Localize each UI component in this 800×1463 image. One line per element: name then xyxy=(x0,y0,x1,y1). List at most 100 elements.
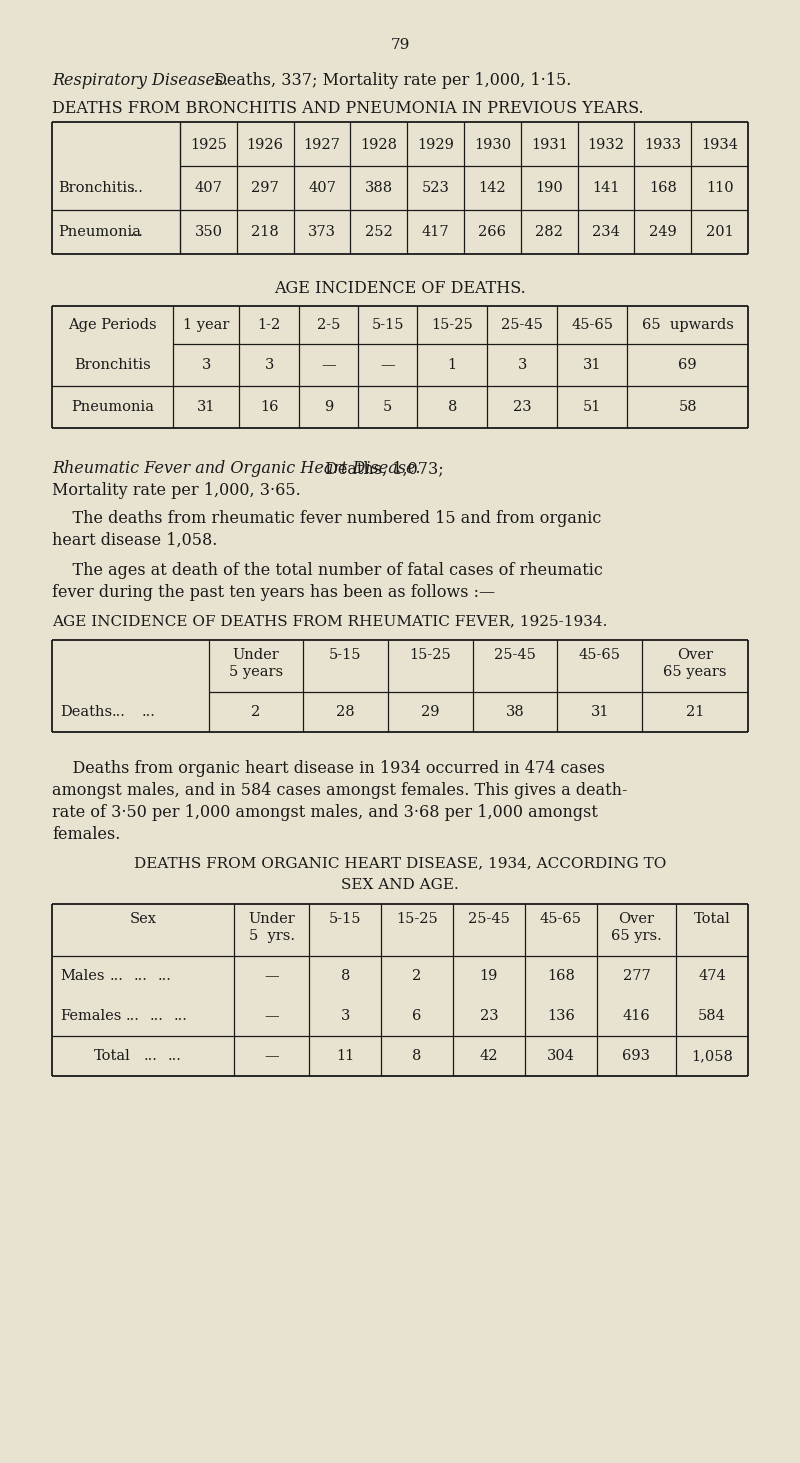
Text: 2: 2 xyxy=(413,969,422,983)
Text: 45-65: 45-65 xyxy=(571,317,614,332)
Text: Deaths, 1,073;: Deaths, 1,073; xyxy=(320,459,444,477)
Text: 373: 373 xyxy=(308,225,336,238)
Text: ...: ... xyxy=(110,969,124,983)
Text: Respiratory Diseases.: Respiratory Diseases. xyxy=(52,72,228,89)
Text: 584: 584 xyxy=(698,1009,726,1023)
Text: 3: 3 xyxy=(518,358,527,372)
Text: 1925: 1925 xyxy=(190,138,227,152)
Text: 417: 417 xyxy=(422,225,450,238)
Text: 16: 16 xyxy=(260,399,278,414)
Text: Total: Total xyxy=(694,911,730,926)
Text: amongst males, and in 584 cases amongst females. This gives a death-: amongst males, and in 584 cases amongst … xyxy=(52,783,627,799)
Text: rate of 3·50 per 1,000 amongst males, and 3·68 per 1,000 amongst: rate of 3·50 per 1,000 amongst males, an… xyxy=(52,805,598,821)
Text: 11: 11 xyxy=(336,1049,354,1064)
Text: 1928: 1928 xyxy=(360,138,398,152)
Text: 21: 21 xyxy=(686,705,704,718)
Text: females.: females. xyxy=(52,827,120,843)
Text: 9: 9 xyxy=(324,399,333,414)
Text: 65  upwards: 65 upwards xyxy=(642,317,734,332)
Text: —: — xyxy=(380,358,395,372)
Text: 190: 190 xyxy=(535,181,563,195)
Text: 523: 523 xyxy=(422,181,450,195)
Text: Under
5  yrs.: Under 5 yrs. xyxy=(249,911,295,944)
Text: AGE INCIDENCE OF DEATHS FROM RHEUMATIC FEVER, 1925-1934.: AGE INCIDENCE OF DEATHS FROM RHEUMATIC F… xyxy=(52,614,607,628)
Text: 1934: 1934 xyxy=(701,138,738,152)
Text: 15-25: 15-25 xyxy=(409,648,451,661)
Text: 3: 3 xyxy=(341,1009,350,1023)
Text: Age Periods: Age Periods xyxy=(68,317,157,332)
Text: 25-45: 25-45 xyxy=(468,911,510,926)
Text: 141: 141 xyxy=(592,181,620,195)
Text: 416: 416 xyxy=(622,1009,650,1023)
Text: Males: Males xyxy=(60,969,105,983)
Text: DEATHS FROM BRONCHITIS AND PNEUMONIA IN PREVIOUS YEARS.: DEATHS FROM BRONCHITIS AND PNEUMONIA IN … xyxy=(52,99,644,117)
Text: DEATHS FROM ORGANIC HEART DISEASE, 1934, ACCORDING TO: DEATHS FROM ORGANIC HEART DISEASE, 1934,… xyxy=(134,856,666,870)
Text: 407: 407 xyxy=(194,181,222,195)
Text: 1932: 1932 xyxy=(587,138,625,152)
Text: 15-25: 15-25 xyxy=(431,317,473,332)
Text: 51: 51 xyxy=(583,399,602,414)
Text: ...: ... xyxy=(168,1049,182,1064)
Text: 218: 218 xyxy=(251,225,279,238)
Text: 1933: 1933 xyxy=(644,138,682,152)
Text: —: — xyxy=(321,358,336,372)
Text: 252: 252 xyxy=(365,225,393,238)
Text: The deaths from rheumatic fever numbered 15 and from organic: The deaths from rheumatic fever numbered… xyxy=(52,511,602,527)
Text: 110: 110 xyxy=(706,181,734,195)
Text: 8: 8 xyxy=(413,1049,422,1064)
Text: 282: 282 xyxy=(535,225,563,238)
Text: —: — xyxy=(265,1049,279,1064)
Text: ...: ... xyxy=(112,705,126,718)
Text: SEX AND AGE.: SEX AND AGE. xyxy=(341,878,459,892)
Text: 23: 23 xyxy=(480,1009,498,1023)
Text: 168: 168 xyxy=(649,181,677,195)
Text: 5-15: 5-15 xyxy=(329,648,362,661)
Text: 1 year: 1 year xyxy=(183,317,230,332)
Text: 1: 1 xyxy=(448,358,457,372)
Text: ...: ... xyxy=(174,1009,188,1023)
Text: 25-45: 25-45 xyxy=(502,317,543,332)
Text: 201: 201 xyxy=(706,225,734,238)
Text: ...: ... xyxy=(134,969,148,983)
Text: Sex: Sex xyxy=(130,911,157,926)
Text: 29: 29 xyxy=(421,705,439,718)
Text: 474: 474 xyxy=(698,969,726,983)
Text: 136: 136 xyxy=(547,1009,574,1023)
Text: 1931: 1931 xyxy=(530,138,568,152)
Text: 1926: 1926 xyxy=(246,138,284,152)
Text: The ages at death of the total number of fatal cases of rheumatic: The ages at death of the total number of… xyxy=(52,562,603,579)
Text: 28: 28 xyxy=(336,705,354,718)
Text: 3: 3 xyxy=(202,358,210,372)
Text: ...: ... xyxy=(158,969,172,983)
Text: 15-25: 15-25 xyxy=(396,911,438,926)
Text: 19: 19 xyxy=(480,969,498,983)
Text: Total: Total xyxy=(94,1049,130,1064)
Text: 2: 2 xyxy=(251,705,261,718)
Text: ...: ... xyxy=(150,1009,164,1023)
Text: 69: 69 xyxy=(678,358,697,372)
Text: 8: 8 xyxy=(447,399,457,414)
Text: ...: ... xyxy=(144,1049,158,1064)
Text: 2-5: 2-5 xyxy=(317,317,340,332)
Text: 1929: 1929 xyxy=(417,138,454,152)
Text: 1,058: 1,058 xyxy=(691,1049,733,1064)
Text: 25-45: 25-45 xyxy=(494,648,536,661)
Text: 6: 6 xyxy=(413,1009,422,1023)
Text: ...: ... xyxy=(130,225,144,238)
Text: Over
65 years: Over 65 years xyxy=(663,648,727,679)
Text: heart disease 1,058.: heart disease 1,058. xyxy=(52,533,218,549)
Text: 142: 142 xyxy=(478,181,506,195)
Text: 42: 42 xyxy=(480,1049,498,1064)
Text: 168: 168 xyxy=(547,969,574,983)
Text: Deaths from organic heart disease in 1934 occurred in 474 cases: Deaths from organic heart disease in 193… xyxy=(52,759,605,777)
Text: 31: 31 xyxy=(197,399,215,414)
Text: ...: ... xyxy=(126,1009,140,1023)
Text: 1930: 1930 xyxy=(474,138,511,152)
Text: 79: 79 xyxy=(390,38,410,53)
Text: Bronchitis: Bronchitis xyxy=(74,358,150,372)
Text: fever during the past ten years has been as follows :—: fever during the past ten years has been… xyxy=(52,584,495,601)
Text: ...: ... xyxy=(142,705,156,718)
Text: 31: 31 xyxy=(590,705,609,718)
Text: 5: 5 xyxy=(383,399,392,414)
Text: 5-15: 5-15 xyxy=(329,911,362,926)
